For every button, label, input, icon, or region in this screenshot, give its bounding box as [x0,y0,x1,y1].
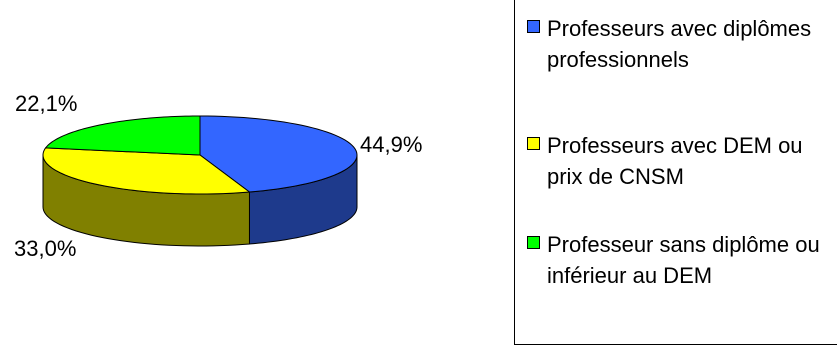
legend-swatch-yellow [527,137,540,150]
pie-slice-2 [44,115,201,156]
pie-slice-1 [42,147,251,195]
legend-label-blue: Professeurs avec diplômes professionnels [547,16,812,72]
legend-label-yellow: Professeurs avec DEM ou prix de CNSM [547,133,803,189]
data-label-blue: 44,9% [360,132,423,157]
legend-swatch-green [527,236,540,249]
data-label-yellow: 33,0% [14,236,77,261]
legend: Professeurs avec diplômes professionnels… [514,0,837,345]
legend-swatch-blue [527,20,540,33]
data-label-green: 22,1% [15,91,78,116]
pie-slice-0 [199,115,358,193]
legend-label-green: Professeur sans diplôme ou inférieur au … [547,232,820,288]
